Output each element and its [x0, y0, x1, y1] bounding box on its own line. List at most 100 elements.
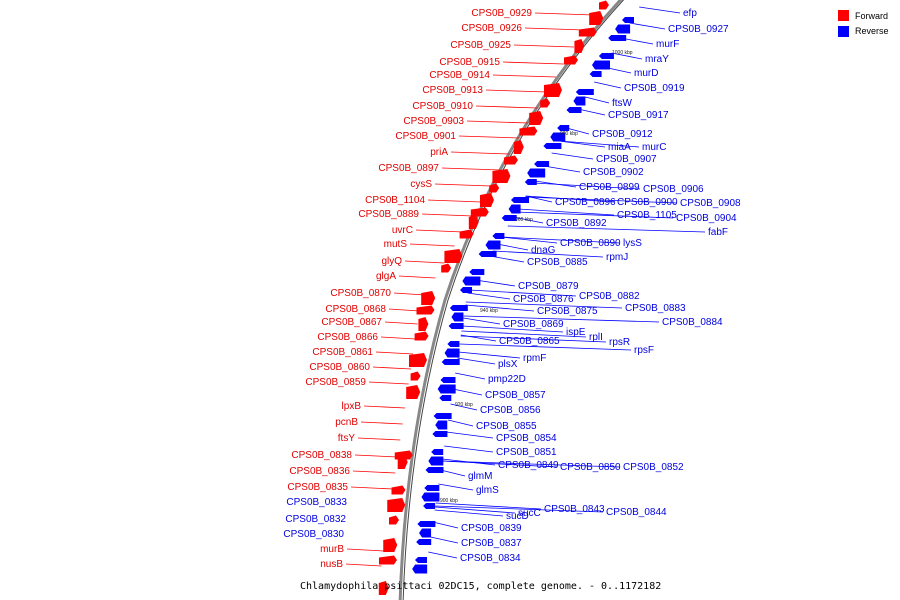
- forward-gene-arrow[interactable]: [387, 498, 406, 512]
- reverse-gene-arrow[interactable]: [511, 197, 529, 203]
- reverse-gene-arrow[interactable]: [485, 240, 501, 250]
- forward-gene-arrow[interactable]: [459, 229, 474, 239]
- reverse-gene-arrow[interactable]: [423, 503, 436, 509]
- gene-label-CPS0B_1105[interactable]: CPS0B_1105: [617, 210, 677, 221]
- gene-label-CPS0B_0882[interactable]: CPS0B_0882: [579, 291, 640, 302]
- reverse-gene-arrow[interactable]: [439, 395, 452, 401]
- gene-label-CPS0B_0908[interactable]: CPS0B_0908: [680, 198, 741, 209]
- gene-label-CPS0B_0861[interactable]: CPS0B_0861: [312, 347, 373, 358]
- gene-label-rpsR[interactable]: rpsR: [609, 337, 630, 348]
- forward-gene-arrow[interactable]: [470, 207, 489, 217]
- gene-label-rplI[interactable]: rplI: [589, 332, 603, 343]
- reverse-gene-arrow[interactable]: [573, 96, 586, 106]
- gene-label-murB[interactable]: murB: [320, 544, 344, 555]
- gene-label-CPS0B_0867[interactable]: CPS0B_0867: [321, 317, 382, 328]
- reverse-gene-arrow[interactable]: [492, 233, 505, 239]
- reverse-gene-arrow[interactable]: [440, 377, 456, 383]
- reverse-gene-arrow[interactable]: [534, 161, 550, 167]
- reverse-gene-arrow[interactable]: [460, 287, 472, 293]
- forward-gene-arrow[interactable]: [564, 55, 578, 65]
- gene-label-CPS0B_0915[interactable]: CPS0B_0915: [439, 57, 500, 68]
- forward-gene-arrow[interactable]: [544, 83, 562, 97]
- gene-label-mraY[interactable]: mraY: [645, 54, 669, 65]
- reverse-gene-arrow[interactable]: [615, 24, 631, 34]
- gene-label-dnaG[interactable]: dnaG: [531, 245, 556, 256]
- reverse-gene-arrow[interactable]: [449, 305, 468, 311]
- gene-label-CPS0B_0897[interactable]: CPS0B_0897: [378, 163, 439, 174]
- reverse-gene-arrow[interactable]: [432, 431, 448, 437]
- forward-gene-arrow[interactable]: [519, 126, 538, 136]
- gene-label-CPS0B_0883[interactable]: CPS0B_0883: [625, 303, 686, 314]
- reverse-gene-arrow[interactable]: [435, 420, 448, 430]
- forward-gene-arrow[interactable]: [379, 555, 397, 565]
- gene-label-CPS0B_0860[interactable]: CPS0B_0860: [309, 362, 370, 373]
- gene-label-CPS0B_0902[interactable]: CPS0B_0902: [583, 167, 644, 178]
- gene-label-CPS0B_0875[interactable]: CPS0B_0875: [537, 306, 598, 317]
- reverse-gene-arrow[interactable]: [566, 107, 582, 113]
- reverse-gene-arrow[interactable]: [428, 456, 444, 466]
- gene-label-CPS0B_0892[interactable]: CPS0B_0892: [546, 218, 607, 229]
- gene-label-uvrC[interactable]: uvrC: [392, 225, 413, 236]
- reverse-gene-arrow[interactable]: [575, 89, 594, 95]
- reverse-gene-arrow[interactable]: [508, 204, 521, 214]
- forward-gene-arrow[interactable]: [418, 317, 429, 331]
- gene-label-murD[interactable]: murD: [634, 68, 658, 79]
- gene-label-CPS0B_0912[interactable]: CPS0B_0912: [592, 129, 653, 140]
- gene-label-CPS0B_0906[interactable]: CPS0B_0906: [643, 184, 704, 195]
- gene-label-efp[interactable]: efp: [683, 8, 697, 19]
- gene-label-CPS0B_0868[interactable]: CPS0B_0868: [325, 304, 386, 315]
- gene-label-CPS0B_0885[interactable]: CPS0B_0885: [527, 257, 588, 268]
- gene-label-miaA[interactable]: miaA: [608, 142, 631, 153]
- gene-label-CPS0B_1104[interactable]: CPS0B_1104: [365, 195, 425, 206]
- gene-label-CPS0B_0904[interactable]: CPS0B_0904: [676, 213, 737, 224]
- gene-label-plsX[interactable]: plsX: [498, 359, 518, 370]
- reverse-gene-arrow[interactable]: [543, 143, 562, 149]
- reverse-gene-arrow[interactable]: [589, 71, 602, 77]
- forward-gene-arrow[interactable]: [492, 169, 511, 183]
- gene-label-fabF[interactable]: fabF: [708, 227, 728, 238]
- forward-gene-arrow[interactable]: [504, 155, 518, 165]
- gene-label-CPS0B_0870[interactable]: CPS0B_0870: [330, 288, 391, 299]
- gene-label-CPS0B_0838[interactable]: CPS0B_0838: [291, 450, 352, 461]
- gene-label-glmS[interactable]: glmS: [476, 485, 499, 496]
- forward-gene-arrow[interactable]: [513, 140, 524, 154]
- forward-gene-arrow[interactable]: [421, 291, 436, 305]
- forward-gene-arrow[interactable]: [414, 331, 429, 341]
- gene-label-CPS0B_0830[interactable]: CPS0B_0830: [283, 529, 344, 540]
- gene-label-CPS0B_0849[interactable]: CPS0B_0849: [498, 460, 559, 471]
- gene-label-ftsW[interactable]: ftsW: [612, 98, 633, 109]
- forward-gene-arrow[interactable]: [480, 193, 494, 207]
- forward-gene-arrow[interactable]: [409, 353, 427, 367]
- gene-label-mutS[interactable]: mutS: [384, 239, 408, 250]
- reverse-gene-arrow[interactable]: [478, 251, 497, 257]
- forward-gene-arrow[interactable]: [468, 215, 479, 229]
- reverse-gene-arrow[interactable]: [419, 528, 432, 538]
- forward-gene-arrow[interactable]: [441, 263, 452, 273]
- reverse-gene-arrow[interactable]: [451, 312, 464, 322]
- forward-gene-arrow[interactable]: [529, 111, 544, 125]
- gene-label-murF[interactable]: murF: [656, 39, 679, 50]
- gene-label-CPS0B_0836[interactable]: CPS0B_0836: [289, 466, 350, 477]
- gene-label-CPS0B_0889[interactable]: CPS0B_0889: [358, 209, 419, 220]
- forward-gene-arrow[interactable]: [589, 11, 604, 25]
- gene-label-CPS0B_0876[interactable]: CPS0B_0876: [513, 294, 574, 305]
- reverse-gene-arrow[interactable]: [462, 276, 481, 286]
- reverse-gene-arrow[interactable]: [441, 359, 460, 365]
- reverse-gene-arrow[interactable]: [527, 168, 546, 178]
- gene-label-ftsY[interactable]: ftsY: [338, 433, 356, 444]
- gene-label-glgA[interactable]: glgA: [376, 271, 396, 282]
- gene-label-CPS0B_0927[interactable]: CPS0B_0927: [668, 24, 729, 35]
- gene-label-CPS0B_0900[interactable]: CPS0B_0900: [617, 197, 678, 208]
- reverse-gene-arrow[interactable]: [608, 35, 627, 41]
- gene-label-CPS0B_0857[interactable]: CPS0B_0857: [485, 390, 546, 401]
- gene-label-cysS[interactable]: cysS: [410, 179, 432, 190]
- forward-gene-arrow[interactable]: [599, 0, 609, 10]
- reverse-gene-arrow[interactable]: [447, 341, 460, 347]
- reverse-gene-arrow[interactable]: [557, 125, 570, 131]
- reverse-gene-arrow[interactable]: [501, 215, 517, 221]
- reverse-gene-arrow[interactable]: [416, 539, 432, 545]
- gene-label-CPS0B_0852[interactable]: CPS0B_0852: [623, 462, 684, 473]
- reverse-gene-arrow[interactable]: [469, 269, 485, 275]
- gene-label-CPS0B_0865[interactable]: CPS0B_0865: [499, 336, 560, 347]
- gene-label-nusB[interactable]: nusB: [320, 559, 343, 570]
